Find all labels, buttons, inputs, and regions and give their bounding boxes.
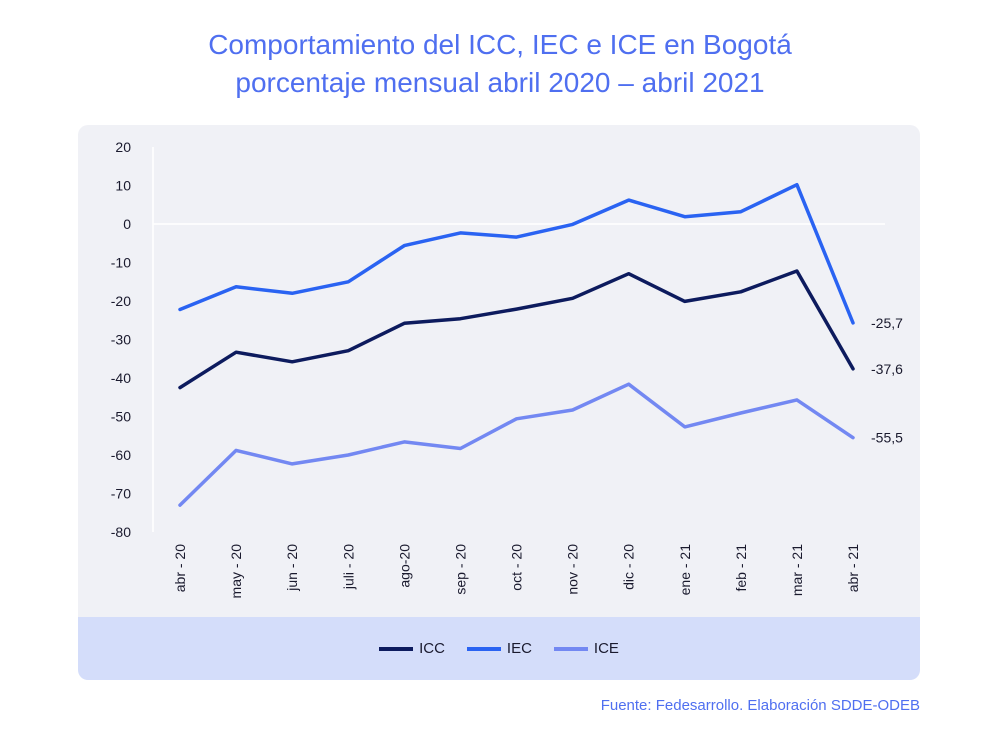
series-line-icc — [178, 269, 855, 390]
x-tick-label: oct - 20 — [509, 544, 525, 591]
x-tick-label: jun - 20 — [284, 544, 300, 592]
x-tick-label: nov - 20 — [565, 544, 581, 595]
y-tick-label: 20 — [115, 139, 131, 155]
y-tick-label: -60 — [111, 447, 131, 463]
x-tick-label: ene - 21 — [677, 544, 693, 596]
end-label-icc: -37,6 — [871, 361, 903, 377]
series-line-iec — [178, 182, 855, 325]
x-tick-label: sep - 20 — [452, 544, 468, 595]
legend: ICC IEC ICE — [78, 617, 920, 680]
chart-subtitle: porcentaje mensual abril 2020 – abril 20… — [235, 67, 765, 98]
legend-swatch — [466, 646, 501, 651]
y-tick-label: -70 — [111, 486, 131, 502]
legend-swatch — [379, 646, 414, 651]
y-tick-label: -10 — [111, 255, 131, 271]
legend-item-ice: ICE — [553, 640, 619, 657]
x-tick-label: feb - 21 — [733, 544, 749, 592]
x-tick-label: abr - 21 — [845, 544, 861, 592]
y-tick-label: 10 — [115, 178, 131, 194]
x-tick-label: mar - 21 — [789, 544, 805, 596]
legend-item-iec: IEC — [466, 640, 532, 657]
legend-panel: ICC IEC ICE — [78, 617, 920, 680]
x-tick-label: dic - 20 — [621, 544, 637, 590]
x-tick-label: may - 20 — [228, 544, 244, 599]
source-note: Fuente: Fedesarrollo. Elaboración SDDE-O… — [600, 697, 920, 714]
legend-label: IEC — [506, 640, 532, 657]
series-line-ice — [178, 382, 855, 507]
x-tick-label: abr - 20 — [172, 544, 188, 592]
x-tick-label: juli - 20 — [340, 544, 356, 590]
chart-title: Comportamiento del ICC, IEC e ICE en Bog… — [208, 29, 792, 60]
y-tick-label: 0 — [123, 216, 131, 232]
y-tick-label: -80 — [111, 524, 131, 540]
legend-label: ICC — [419, 640, 445, 657]
y-tick-label: -30 — [111, 332, 131, 348]
y-tick-label: -40 — [111, 370, 131, 386]
end-label-ice: -55,5 — [871, 430, 903, 446]
x-tick-label: ago-20 — [396, 544, 412, 588]
plot-panel — [78, 125, 920, 620]
chart-title-block: Comportamiento del ICC, IEC e ICE en Bog… — [0, 26, 1000, 102]
y-tick-label: -50 — [111, 409, 131, 425]
legend-label: ICE — [593, 640, 619, 657]
legend-item-icc: ICC — [379, 640, 445, 657]
y-tick-label: -20 — [111, 293, 131, 309]
legend-swatch — [553, 646, 588, 651]
end-label-iec: -25,7 — [871, 315, 903, 331]
